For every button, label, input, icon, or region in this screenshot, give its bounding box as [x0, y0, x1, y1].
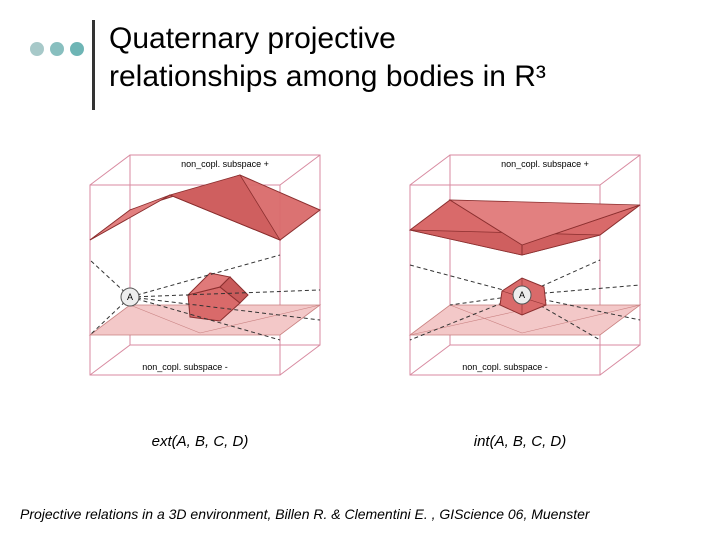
- bullet-dot-icon: [70, 42, 84, 56]
- figure-ext-caption: ext(A, B, C, D): [152, 433, 249, 450]
- figure-row: A non_copl. subspace + non_copl. subspac…: [70, 145, 650, 450]
- figure-ext-canvas: A non_copl. subspace + non_copl. subspac…: [70, 145, 330, 405]
- title-divider: [92, 20, 95, 110]
- node-a-label: A: [127, 292, 133, 302]
- subspace-plus-label: non_copl. subspace +: [181, 159, 269, 169]
- slide-title: Quaternary projective relationships amon…: [109, 20, 546, 95]
- bullet-dot-icon: [50, 42, 64, 56]
- subspace-minus-label: non_copl. subspace -: [462, 362, 548, 372]
- slide-header: Quaternary projective relationships amon…: [30, 20, 546, 110]
- figure-ext: A non_copl. subspace + non_copl. subspac…: [70, 145, 330, 450]
- figure-int: A non_copl. subspace + non_copl. subspac…: [390, 145, 650, 450]
- subspace-plus-label: non_copl. subspace +: [501, 159, 589, 169]
- figure-int-canvas: A non_copl. subspace + non_copl. subspac…: [390, 145, 650, 405]
- title-line-1: Quaternary projective: [109, 22, 396, 55]
- title-bullets: [30, 42, 84, 56]
- slide-footer: Projective relations in a 3D environment…: [20, 506, 590, 522]
- bullet-dot-icon: [30, 42, 44, 56]
- figure-int-caption: int(A, B, C, D): [474, 433, 567, 450]
- node-a-label: A: [519, 290, 525, 300]
- subspace-minus-label: non_copl. subspace -: [142, 362, 228, 372]
- title-line-2: relationships among bodies in R³: [109, 60, 546, 93]
